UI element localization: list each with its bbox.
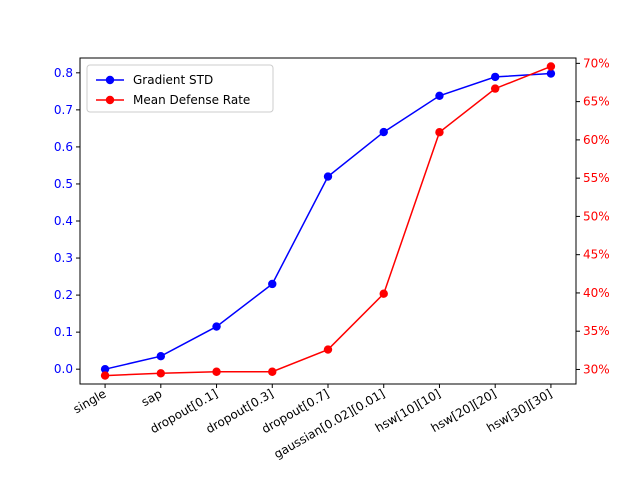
y-right-tick-label: 70%: [583, 56, 610, 70]
data-point-1: [379, 289, 388, 298]
y-left-tick-label: 0.0: [54, 362, 73, 376]
data-point-1: [212, 367, 221, 376]
y-right-tick-label: 55%: [583, 171, 610, 185]
data-point-0: [435, 91, 444, 100]
data-point-1: [490, 84, 500, 93]
data-point-0: [268, 279, 277, 289]
data-point-0: [100, 364, 110, 374]
legend-label-0: Gradient STD: [133, 73, 213, 87]
y-left-tick-label: 0.4: [54, 214, 73, 228]
legend-marker-0: [105, 75, 115, 85]
y-right-tick-label: 35%: [583, 324, 610, 338]
y-left-tick-label: 0.8: [54, 66, 73, 80]
data-point-0: [546, 69, 556, 78]
data-point-0: [156, 352, 166, 361]
data-point-0: [379, 127, 388, 137]
data-point-0: [212, 322, 221, 331]
y-left-tick-label: 0.7: [54, 103, 73, 117]
legend: Gradient STD Mean Defense Rate: [86, 64, 274, 113]
y-axis-left: 0.0 0.1 0.2 0.3 0.4 0.5 0.6 0.7 0.8: [54, 66, 80, 376]
y-left-tick-label: 0.5: [54, 177, 73, 191]
y-right-tick-label: 45%: [583, 248, 610, 262]
legend-box: [86, 64, 274, 113]
y-left-tick-label: 0.6: [54, 140, 73, 154]
data-point-1: [323, 345, 333, 354]
y-right-tick-label: 40%: [583, 286, 610, 300]
data-point-1: [268, 367, 277, 376]
data-point-0: [490, 72, 500, 82]
y-left-tick-label: 0.2: [54, 288, 73, 302]
data-point-1: [435, 128, 444, 137]
data-point-1: [100, 371, 110, 380]
y-axis-right: 30% 35% 40% 45% 50% 55% 60% 65% 70%: [576, 56, 610, 376]
y-right-tick-label: 65%: [583, 95, 610, 109]
data-point-0: [323, 172, 333, 181]
y-right-tick-label: 60%: [583, 133, 610, 147]
y-right-tick-label: 50%: [583, 209, 610, 223]
y-left-tick-label: 0.1: [54, 325, 73, 339]
y-left-tick-label: 0.3: [54, 251, 73, 265]
data-point-1: [546, 62, 556, 71]
legend-marker-1: [105, 95, 115, 105]
y-right-tick-label: 30%: [583, 362, 610, 376]
legend-label-1: Mean Defense Rate: [133, 93, 250, 107]
data-point-1: [156, 369, 166, 378]
series-lines: [100, 62, 556, 380]
